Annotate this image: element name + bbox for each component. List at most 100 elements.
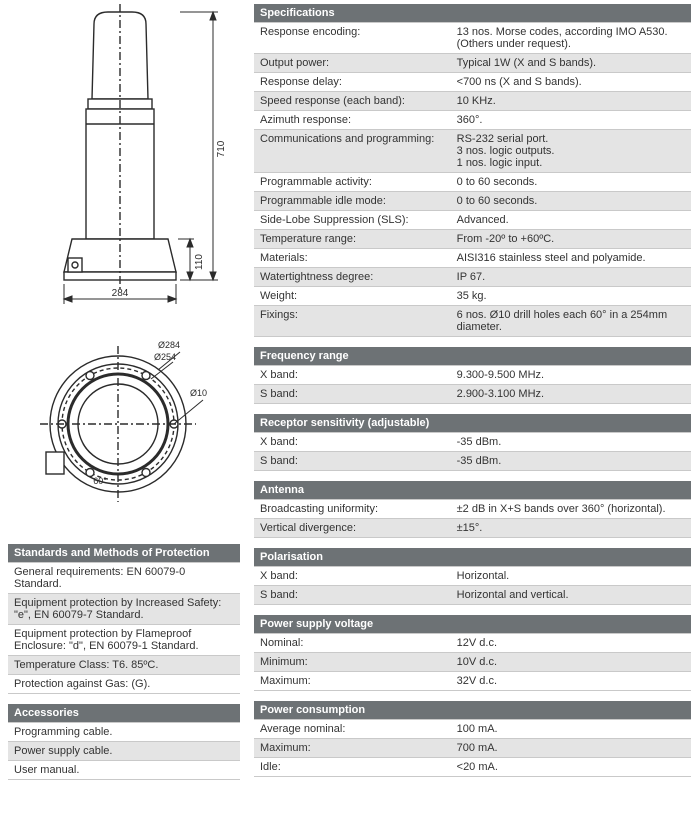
psv-rows: Nominal:12V d.c.Minimum:10V d.c.Maximum:… xyxy=(254,634,691,691)
drawing-bottom-view: Ø284 Ø254 Ø10 60° xyxy=(8,334,240,514)
standards-table: Standards and Methods of Protection Gene… xyxy=(8,544,240,694)
table-row-key: Azimuth response: xyxy=(254,111,451,130)
table-row-key: Output power: xyxy=(254,54,451,73)
dim-outer-dia: Ø284 xyxy=(158,340,180,350)
standards-title: Standards and Methods of Protection xyxy=(8,544,240,563)
freq-rows: X band:9.300-9.500 MHz.S band:2.900-3.10… xyxy=(254,366,691,404)
table-row-value: 0 to 60 seconds. xyxy=(451,192,691,211)
table-row-value: 0 to 60 seconds. xyxy=(451,173,691,192)
dim-base-h: 110 xyxy=(194,254,205,270)
table-row-value: -35 dBm. xyxy=(451,433,691,452)
table-row: Power supply cable. xyxy=(8,742,240,761)
polar-title: Polarisation xyxy=(254,548,691,567)
table-row-value: 700 mA. xyxy=(451,739,691,758)
table-row-value: 32V d.c. xyxy=(451,672,691,691)
antenna-title: Antenna xyxy=(254,481,691,500)
table-row-value: 2.900-3.100 MHz. xyxy=(451,385,691,404)
table-row-value: ±2 dB in X+S bands over 360° (horizontal… xyxy=(451,500,691,519)
standards-rows: General requirements: EN 60079-0 Standar… xyxy=(8,563,240,694)
drawing-bottom-svg: Ø284 Ø254 Ø10 60° xyxy=(8,334,240,514)
table-row: Equipment protection by Flameproof Enclo… xyxy=(8,625,240,656)
table-row-key: Minimum: xyxy=(254,653,451,672)
table-row-value: RS-232 serial port. 3 nos. logic outputs… xyxy=(451,130,691,173)
pcons-rows: Average nominal:100 mA.Maximum:700 mA.Id… xyxy=(254,720,691,777)
table-row-value: 13 nos. Morse codes, according IMO A530.… xyxy=(451,23,691,54)
pcons-table: Power consumption Average nominal:100 mA… xyxy=(254,701,691,777)
table-row-key: X band: xyxy=(254,433,451,452)
accessories-title: Accessories xyxy=(8,704,240,723)
table-row-key: Speed response (each band): xyxy=(254,92,451,111)
table-row-value: 360°. xyxy=(451,111,691,130)
polar-rows: X band:Horizontal.S band:Horizontal and … xyxy=(254,567,691,605)
table-row-key: Response delay: xyxy=(254,73,451,92)
table-row-key: Weight: xyxy=(254,287,451,306)
antenna-rows: Broadcasting uniformity:±2 dB in X+S ban… xyxy=(254,500,691,538)
table-row-value: Advanced. xyxy=(451,211,691,230)
table-row-key: X band: xyxy=(254,366,451,385)
table-row-value: -35 dBm. xyxy=(451,452,691,471)
specs-rows: Response encoding:13 nos. Morse codes, a… xyxy=(254,23,691,337)
dim-angle: 60° xyxy=(93,476,107,486)
table-row-key: S band: xyxy=(254,452,451,471)
freq-table: Frequency range X band:9.300-9.500 MHz.S… xyxy=(254,347,691,404)
psv-table: Power supply voltage Nominal:12V d.c.Min… xyxy=(254,615,691,691)
table-row-value: 10 KHz. xyxy=(451,92,691,111)
specs-title: Specifications xyxy=(254,4,691,23)
table-row-key: Broadcasting uniformity: xyxy=(254,500,451,519)
table-row-key: X band: xyxy=(254,567,451,586)
pcons-title: Power consumption xyxy=(254,701,691,720)
sens-table: Receptor sensitivity (adjustable) X band… xyxy=(254,414,691,471)
freq-title: Frequency range xyxy=(254,347,691,366)
antenna-table: Antenna Broadcasting uniformity:±2 dB in… xyxy=(254,481,691,538)
table-row: Programming cable. xyxy=(8,723,240,742)
table-row-value: 6 nos. Ø10 drill holes each 60° in a 254… xyxy=(451,306,691,337)
table-row-value: <700 ns (X and S bands). xyxy=(451,73,691,92)
table-row-value: 9.300-9.500 MHz. xyxy=(451,366,691,385)
table-row: Protection against Gas: (G). xyxy=(8,675,240,694)
table-row-key: Materials: xyxy=(254,249,451,268)
table-row-key: S band: xyxy=(254,586,451,605)
psv-title: Power supply voltage xyxy=(254,615,691,634)
table-row-key: Programmable idle mode: xyxy=(254,192,451,211)
dim-hole-dia: Ø10 xyxy=(190,388,207,398)
table-row-value: 12V d.c. xyxy=(451,634,691,653)
table-row-key: Programmable activity: xyxy=(254,173,451,192)
specs-table: Specifications Response encoding:13 nos.… xyxy=(254,4,691,337)
table-row: User manual. xyxy=(8,761,240,780)
table-row-value: AISI316 stainless steel and polyamide. xyxy=(451,249,691,268)
table-row-key: Vertical divergence: xyxy=(254,519,451,538)
table-row-value: IP 67. xyxy=(451,268,691,287)
accessories-table: Accessories Programming cable.Power supp… xyxy=(8,704,240,780)
dim-bolt-dia: Ø254 xyxy=(154,352,176,362)
table-row-value: <20 mA. xyxy=(451,758,691,777)
table-row-key: Maximum: xyxy=(254,739,451,758)
polar-table: Polarisation X band:Horizontal.S band:Ho… xyxy=(254,548,691,605)
table-row-value: 35 kg. xyxy=(451,287,691,306)
table-row-value: ±15°. xyxy=(451,519,691,538)
table-row-key: Temperature range: xyxy=(254,230,451,249)
sens-rows: X band:-35 dBm.S band:-35 dBm. xyxy=(254,433,691,471)
drawing-side-svg: 710 110 284 xyxy=(8,4,240,314)
table-row-value: 10V d.c. xyxy=(451,653,691,672)
table-row-key: Idle: xyxy=(254,758,451,777)
table-row-key: S band: xyxy=(254,385,451,404)
table-row: General requirements: EN 60079-0 Standar… xyxy=(8,563,240,594)
table-row: Equipment protection by Increased Safety… xyxy=(8,594,240,625)
table-row-value: From -20º to +60ºC. xyxy=(451,230,691,249)
table-row-key: Nominal: xyxy=(254,634,451,653)
table-row-key: Side-Lobe Suppression (SLS): xyxy=(254,211,451,230)
table-row-key: Maximum: xyxy=(254,672,451,691)
table-row-value: Horizontal. xyxy=(451,567,691,586)
table-row-value: 100 mA. xyxy=(451,720,691,739)
table-row: Temperature Class: T6. 85ºC. xyxy=(8,656,240,675)
table-row-value: Horizontal and vertical. xyxy=(451,586,691,605)
sens-title: Receptor sensitivity (adjustable) xyxy=(254,414,691,433)
table-row-key: Fixings: xyxy=(254,306,451,337)
table-row-key: Communications and programming: xyxy=(254,130,451,173)
table-row-key: Average nominal: xyxy=(254,720,451,739)
accessories-rows: Programming cable.Power supply cable.Use… xyxy=(8,723,240,780)
drawing-side-view: 710 110 284 xyxy=(8,4,240,314)
table-row-key: Response encoding: xyxy=(254,23,451,54)
table-row-key: Watertightness degree: xyxy=(254,268,451,287)
table-row-value: Typical 1W (X and S bands). xyxy=(451,54,691,73)
